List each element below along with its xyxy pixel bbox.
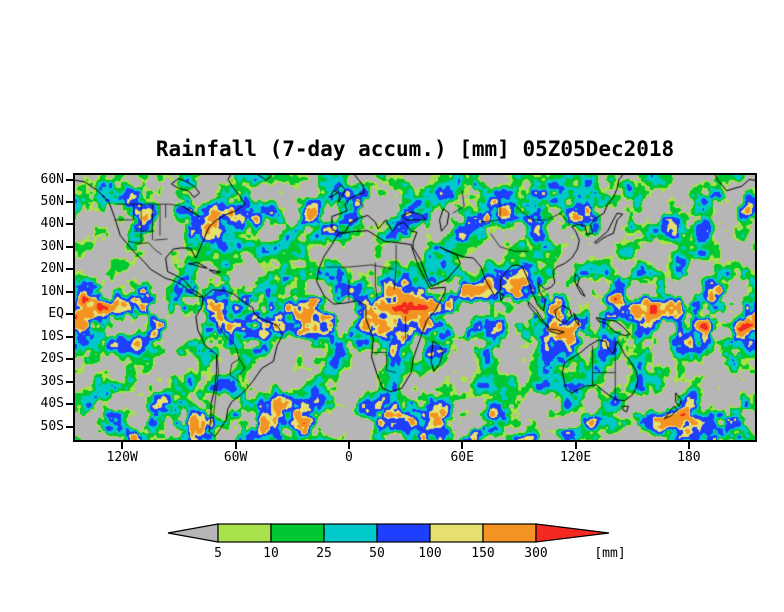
lat-tick-label: 40S — [40, 396, 64, 412]
lat-tick-label: 10N — [40, 283, 64, 299]
colorbar-segment — [482, 523, 537, 543]
lat-tick-mark — [66, 403, 73, 406]
lat-tick-label: 30N — [40, 238, 64, 254]
colorbar-segment — [429, 523, 484, 543]
colorbar-level-label: 5 — [214, 546, 222, 561]
colorbar-level-label: 25 — [316, 546, 332, 561]
lat-tick-label: 20S — [40, 351, 64, 367]
lat-tick-mark — [66, 178, 73, 181]
lat-tick-label: 20N — [40, 261, 64, 277]
colorbar-level-label: 150 — [471, 546, 495, 561]
lat-tick-mark — [66, 223, 73, 226]
lat-tick-mark — [66, 245, 73, 248]
lat-tick-label: 50N — [40, 193, 64, 209]
lat-tick-label: EQ — [48, 306, 64, 322]
rainfall-map-canvas — [75, 175, 755, 440]
lon-tick-label: 60E — [450, 450, 474, 465]
lat-tick-mark — [66, 200, 73, 203]
colorbar-level-label: 50 — [369, 546, 385, 561]
lat-tick-mark — [66, 425, 73, 428]
colorbar-above-arrow — [535, 523, 610, 543]
lon-tick-label: 120E — [559, 450, 592, 465]
lat-tick-label: 60N — [40, 171, 64, 187]
colorbar-below-arrow — [167, 523, 219, 543]
lat-tick-label: 30S — [40, 373, 64, 389]
colorbar-segment — [217, 523, 272, 543]
colorbar-segment — [270, 523, 325, 543]
colorbar-segment — [323, 523, 378, 543]
lat-tick-label: 50S — [40, 418, 64, 434]
colorbar-legend — [167, 523, 610, 543]
lon-tick-label: 120W — [106, 450, 138, 465]
lon-tick-mark — [347, 442, 350, 449]
lat-tick-mark — [66, 335, 73, 338]
lon-tick-label: 0 — [344, 450, 353, 465]
lon-tick-mark — [687, 442, 690, 449]
lat-tick-mark — [66, 290, 73, 293]
colorbar-segment — [376, 523, 431, 543]
lat-tick-mark — [66, 380, 73, 383]
colorbar-level-label: 10 — [263, 546, 279, 561]
lon-tick-mark — [121, 442, 124, 449]
lat-tick-label: 40N — [40, 216, 64, 232]
plot-title: Rainfall (7-day accum.) [mm] 05Z05Dec201… — [155, 137, 675, 161]
lat-tick-mark — [66, 268, 73, 271]
map-frame — [73, 173, 757, 442]
lat-tick-mark — [66, 358, 73, 361]
lat-tick-mark — [66, 313, 73, 316]
colorbar-level-label: 100 — [418, 546, 442, 561]
lon-tick-label: 60W — [223, 450, 248, 465]
colorbar-level-label: 300 — [524, 546, 548, 561]
lon-tick-label: 180 — [677, 450, 701, 465]
lon-tick-mark — [461, 442, 464, 449]
colorbar-units-label: [mm] — [594, 546, 626, 561]
lon-tick-mark — [574, 442, 577, 449]
lat-tick-label: 10S — [40, 328, 64, 344]
lon-tick-mark — [234, 442, 237, 449]
